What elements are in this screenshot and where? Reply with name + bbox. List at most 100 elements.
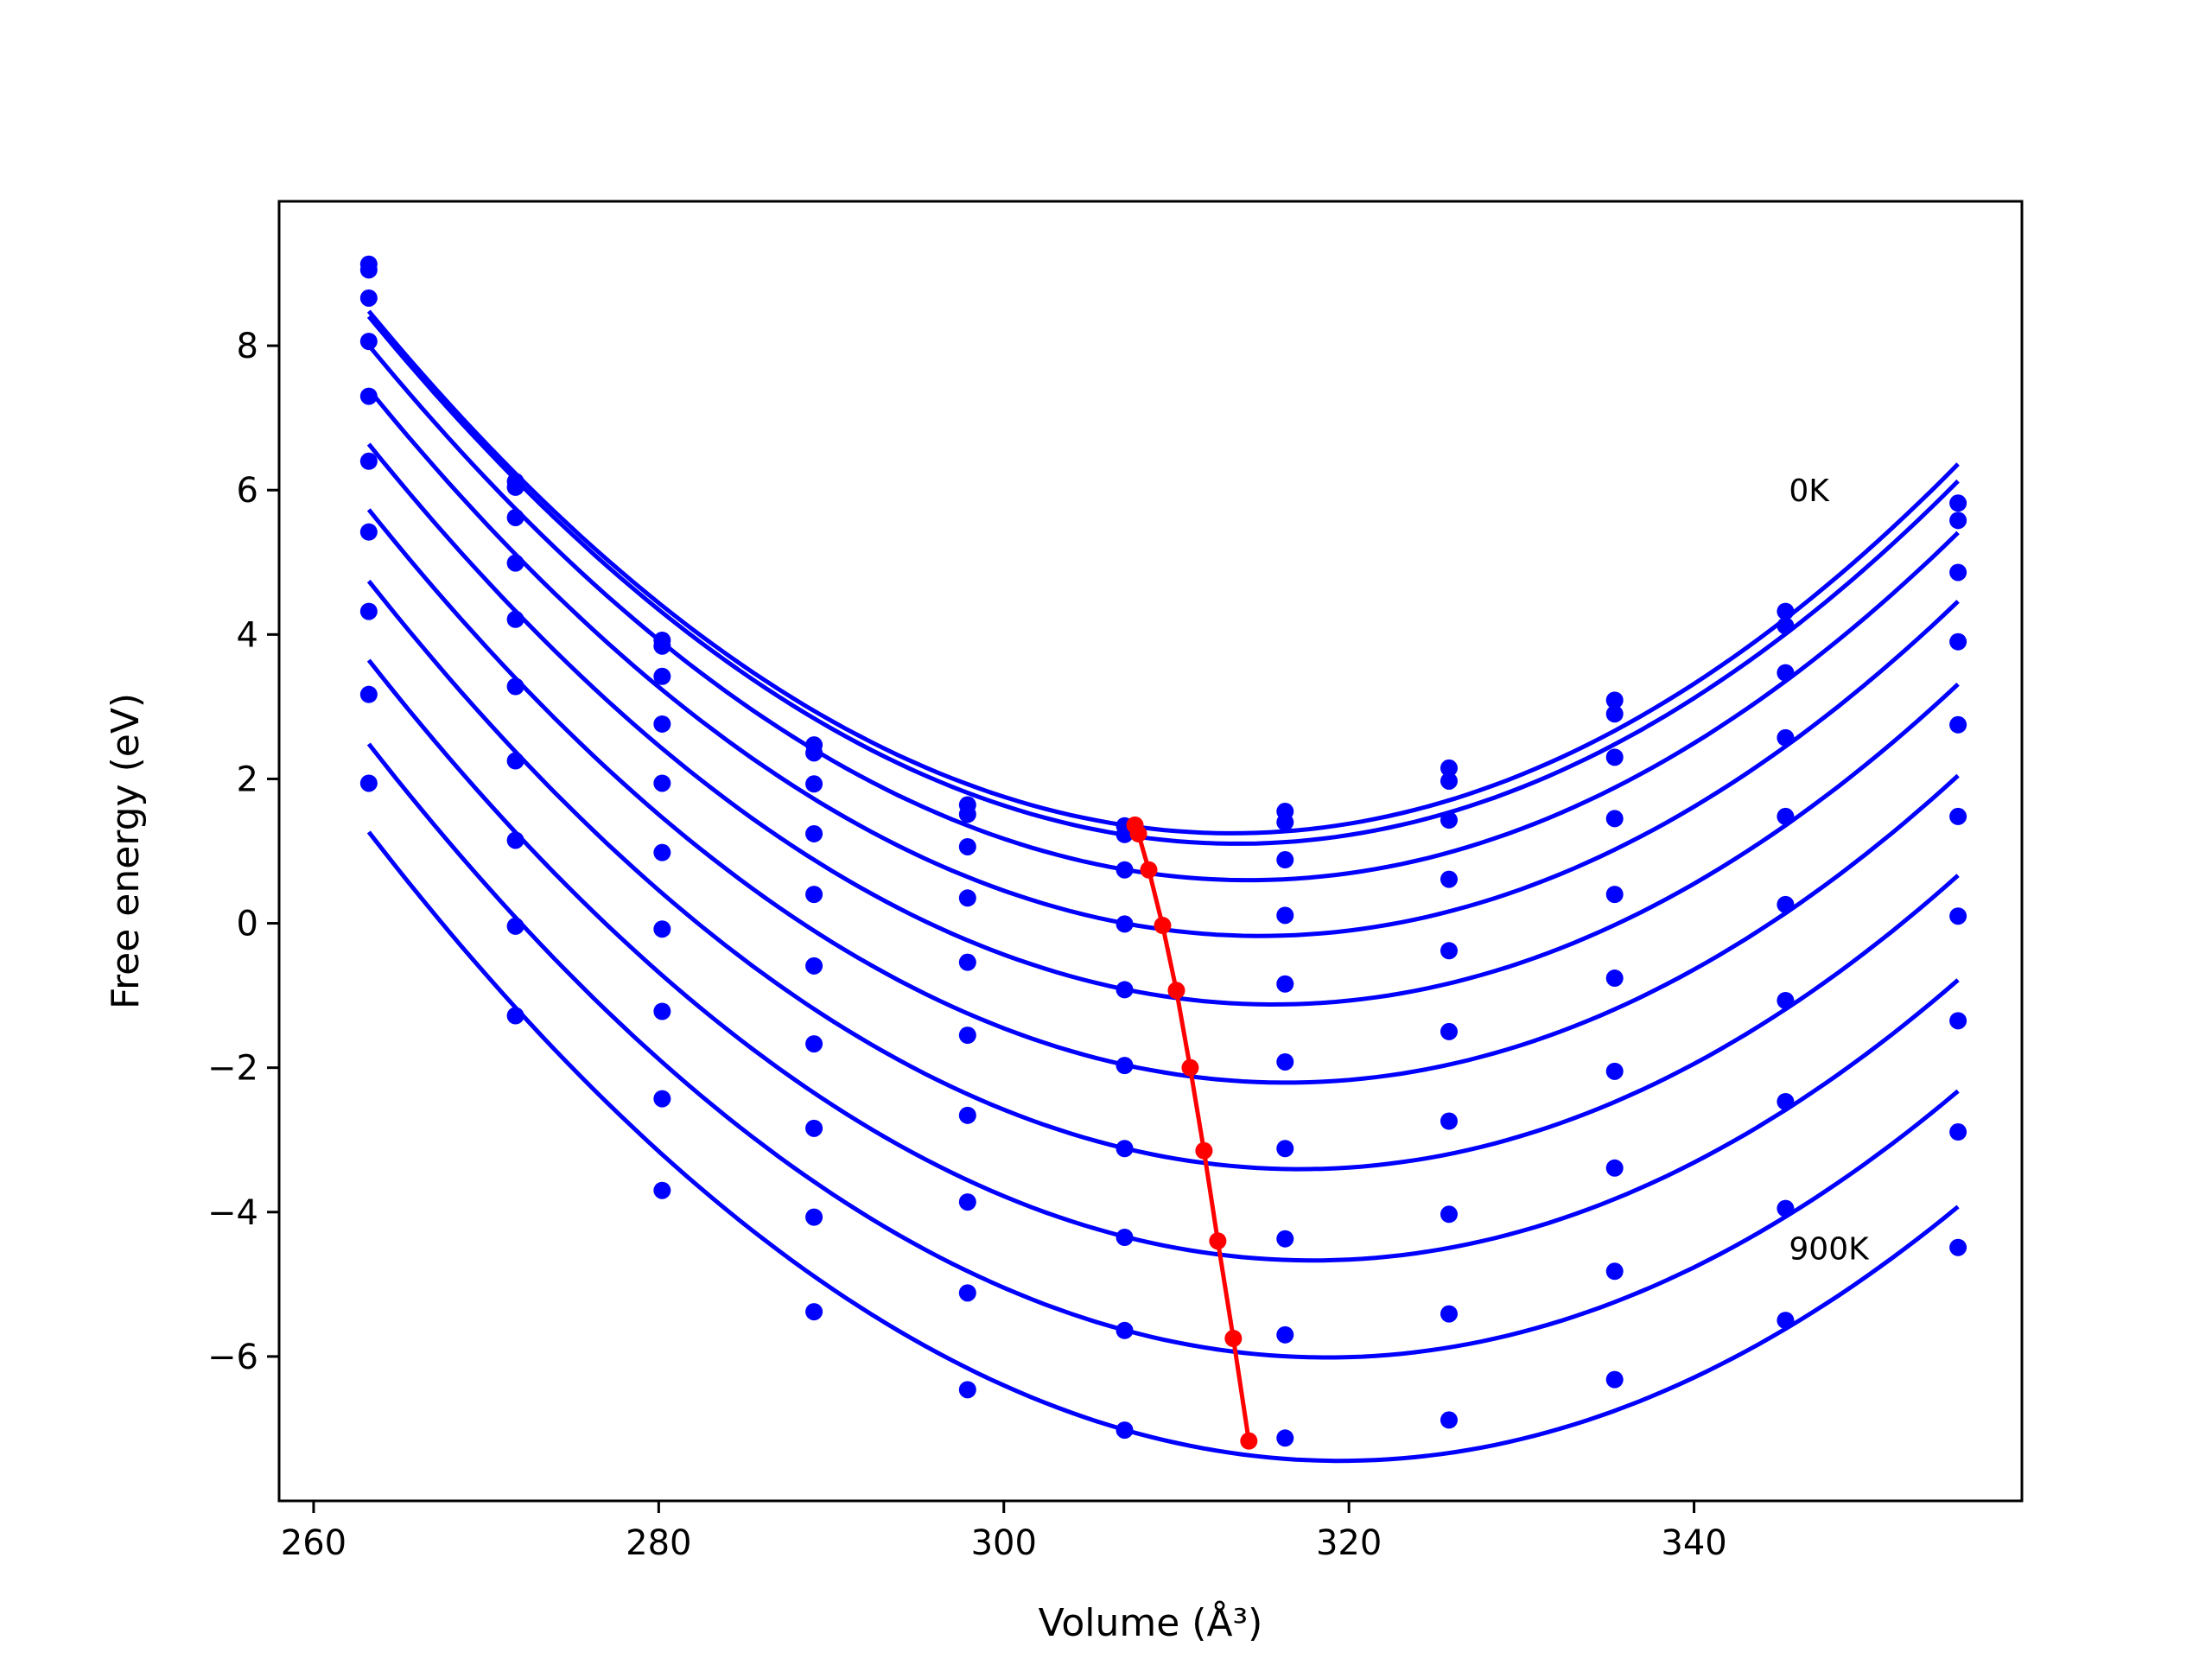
- series-curve-9: [366, 830, 1960, 1464]
- data-point: [805, 1119, 823, 1137]
- data-point: [359, 602, 378, 620]
- data-point: [805, 957, 823, 975]
- y-tick-label: 6: [237, 471, 258, 511]
- data-point: [1276, 975, 1294, 993]
- data-point: [359, 523, 378, 541]
- data-point: [1440, 1411, 1458, 1429]
- data-point: [1116, 1140, 1134, 1158]
- data-point: [805, 1303, 823, 1321]
- data-point: [1440, 942, 1458, 960]
- data-point: [1276, 851, 1294, 869]
- data-point: [506, 917, 524, 935]
- data-point: [1949, 512, 1967, 530]
- data-point: [359, 333, 378, 351]
- y-axis-label: Free energy (eV): [104, 693, 148, 1009]
- data-point: [958, 953, 976, 971]
- data-point: [1440, 1305, 1458, 1323]
- data-point: [1116, 861, 1134, 879]
- minimum-point: [1129, 824, 1147, 842]
- data-point: [1116, 981, 1134, 999]
- data-point: [506, 554, 524, 572]
- data-point: [359, 261, 378, 279]
- data-point: [1777, 728, 1795, 747]
- data-point: [1605, 705, 1624, 723]
- data-point: [506, 831, 524, 849]
- data-point: [1605, 969, 1624, 988]
- data-point: [1777, 991, 1795, 1009]
- data-point: [506, 508, 524, 526]
- data-point: [653, 715, 671, 733]
- annotation-0k: 0K: [1789, 474, 1830, 509]
- data-point: [1276, 1429, 1294, 1447]
- x-tick-label: 320: [1316, 1523, 1382, 1563]
- data-point: [1605, 886, 1624, 904]
- data-point: [1777, 1199, 1795, 1217]
- data-point: [1440, 870, 1458, 888]
- minimum-point: [1240, 1432, 1258, 1450]
- minimum-point: [1224, 1330, 1243, 1347]
- data-point: [1605, 1370, 1624, 1389]
- minimum-point: [1140, 861, 1158, 879]
- data-point: [1605, 810, 1624, 828]
- data-point: [1605, 1062, 1624, 1080]
- minimum-point: [1154, 917, 1172, 935]
- data-point: [1777, 807, 1795, 825]
- data-point: [506, 752, 524, 770]
- data-point: [653, 1002, 671, 1020]
- x-tick-label: 280: [626, 1523, 691, 1563]
- y-tick-label: 2: [237, 760, 258, 799]
- data-point: [1440, 1022, 1458, 1040]
- data-point: [1116, 1321, 1134, 1339]
- data-point: [1605, 1262, 1624, 1281]
- y-tick-label: 8: [237, 327, 258, 366]
- series-curve-7: [366, 658, 1960, 1263]
- data-point: [1276, 906, 1294, 925]
- minima-line: [1133, 823, 1251, 1441]
- data-point: [1116, 1229, 1134, 1247]
- data-point: [1949, 1238, 1967, 1256]
- data-point: [359, 387, 378, 405]
- data-point: [1276, 813, 1294, 831]
- data-point: [359, 685, 378, 703]
- data-point: [1777, 617, 1795, 635]
- data-point: [1605, 691, 1624, 709]
- data-point: [506, 677, 524, 696]
- data-point: [1777, 1312, 1795, 1330]
- data-point: [1949, 494, 1967, 512]
- data-point: [506, 478, 524, 496]
- data-point: [1605, 748, 1624, 766]
- data-point: [506, 610, 524, 628]
- data-point: [958, 805, 976, 823]
- data-point: [1777, 1092, 1795, 1110]
- data-point: [958, 837, 976, 855]
- data-point: [653, 1181, 671, 1199]
- plot-frame: [277, 200, 2024, 1503]
- series-curve-6: [366, 579, 1960, 1172]
- data-point: [805, 1035, 823, 1053]
- data-point: [1116, 915, 1134, 933]
- data-point: [359, 452, 378, 470]
- data-point: [1949, 1012, 1967, 1030]
- data-point: [1777, 602, 1795, 620]
- data-point: [1949, 907, 1967, 925]
- minimum-point: [1181, 1058, 1199, 1077]
- data-point: [1440, 759, 1458, 777]
- data-point: [805, 824, 823, 842]
- x-tick-label: 340: [1661, 1523, 1726, 1563]
- data-point: [1440, 1205, 1458, 1224]
- x-tick-label: 260: [281, 1523, 346, 1563]
- series-curve-8: [366, 742, 1960, 1360]
- series-curve-5: [366, 508, 1960, 1085]
- x-axis-label: Volume (Å³): [1039, 1599, 1263, 1645]
- data-point: [1949, 632, 1967, 651]
- data-point: [1949, 807, 1967, 825]
- x-tick-label: 300: [971, 1523, 1037, 1563]
- data-point: [1777, 664, 1795, 682]
- data-point: [1949, 563, 1967, 582]
- annotation-900k: 900K: [1789, 1232, 1870, 1268]
- data-point: [1116, 1421, 1134, 1440]
- y-tick-label: −4: [207, 1193, 258, 1233]
- data-point: [958, 1106, 976, 1124]
- minimum-point: [1167, 982, 1185, 1000]
